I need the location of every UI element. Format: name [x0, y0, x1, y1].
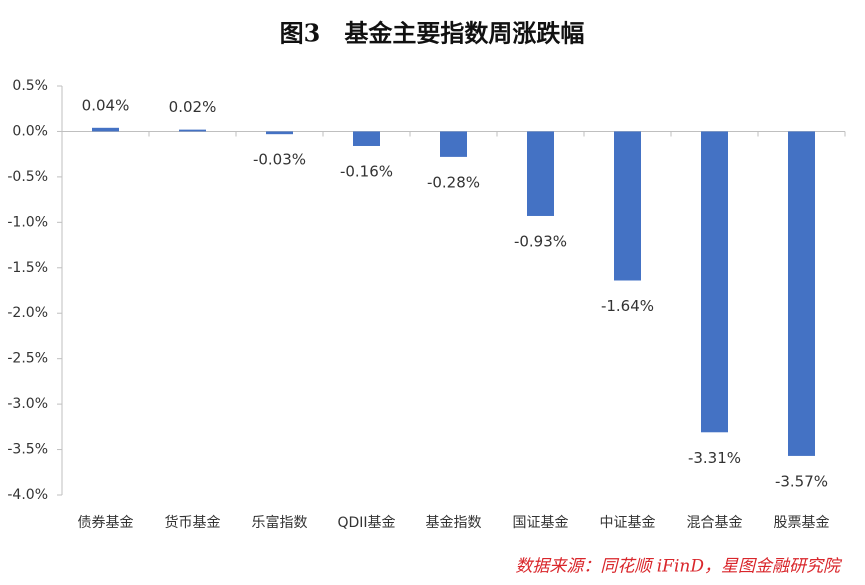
- bar: [614, 131, 641, 281]
- bar: [179, 129, 206, 132]
- x-tick-label: 中证基金: [600, 514, 656, 531]
- source-note: 数据来源：同花顺 iFinD，星图金融研究院: [515, 557, 843, 577]
- value-label: -0.16%: [340, 162, 393, 180]
- y-tick-label: -2.0%: [7, 305, 48, 321]
- value-label: -0.93%: [514, 232, 567, 250]
- value-label: 0.04%: [82, 96, 130, 114]
- x-tick-label: QDII基金: [337, 514, 395, 531]
- value-label: -0.28%: [427, 173, 480, 191]
- y-tick-label: -3.0%: [7, 396, 48, 412]
- chart-title: 图3 基金主要指数周涨跌幅: [280, 19, 585, 48]
- y-tick-label: -2.5%: [7, 351, 48, 367]
- y-tick-label: -0.5%: [7, 169, 48, 185]
- value-label: -3.57%: [775, 472, 828, 490]
- x-tick-label: 乐富指数: [252, 514, 308, 531]
- x-tick-label: 基金指数: [426, 514, 482, 531]
- x-tick-label: 股票基金: [774, 514, 830, 531]
- value-label: -3.31%: [688, 449, 741, 467]
- bar: [788, 131, 815, 456]
- bar: [92, 127, 119, 132]
- y-tick-label: -1.0%: [7, 214, 48, 230]
- x-tick-label: 混合基金: [687, 514, 743, 531]
- bar: [353, 131, 380, 146]
- x-tick-label: 债券基金: [78, 514, 134, 531]
- y-tick-label: 0.0%: [12, 123, 48, 139]
- value-label: -0.03%: [253, 151, 306, 169]
- bar: [266, 131, 293, 135]
- bar: [701, 131, 728, 433]
- x-tick-label: 国证基金: [513, 514, 569, 531]
- value-label: -1.64%: [601, 297, 654, 315]
- y-tick-label: -1.5%: [7, 260, 48, 276]
- y-tick-label: 0.5%: [12, 78, 48, 94]
- y-tick-label: -3.5%: [7, 442, 48, 458]
- y-tick-label: -4.0%: [7, 487, 48, 503]
- value-label: 0.02%: [169, 98, 217, 116]
- bar: [440, 131, 467, 157]
- x-tick-label: 货币基金: [165, 514, 221, 531]
- bar: [527, 131, 554, 216]
